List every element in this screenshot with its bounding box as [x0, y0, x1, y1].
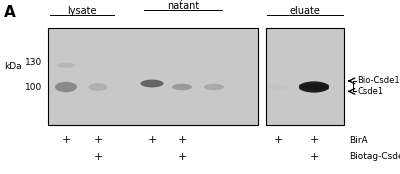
Ellipse shape	[299, 81, 329, 93]
Ellipse shape	[299, 87, 329, 90]
Text: 130: 130	[25, 58, 42, 67]
Text: +: +	[177, 135, 187, 145]
Ellipse shape	[299, 84, 329, 88]
Text: +: +	[177, 152, 187, 162]
Text: +: +	[147, 135, 157, 145]
Text: super
natant: super natant	[167, 0, 199, 11]
Ellipse shape	[172, 84, 192, 90]
Text: A: A	[4, 5, 16, 20]
Ellipse shape	[299, 85, 329, 89]
Text: +: +	[93, 152, 103, 162]
Bar	[266, 28, 344, 125]
Text: Biotag-Csde1: Biotag-Csde1	[349, 152, 400, 161]
Ellipse shape	[299, 84, 329, 87]
Text: kDa: kDa	[4, 62, 22, 71]
Ellipse shape	[57, 63, 75, 68]
Text: +: +	[61, 135, 71, 145]
Text: 100: 100	[25, 82, 42, 92]
Text: lysate: lysate	[67, 6, 97, 16]
Ellipse shape	[55, 82, 77, 92]
Ellipse shape	[299, 87, 329, 91]
Text: Csde1: Csde1	[357, 87, 383, 96]
Text: Bio-Csde1: Bio-Csde1	[357, 76, 400, 85]
Ellipse shape	[140, 80, 164, 87]
Ellipse shape	[299, 83, 329, 87]
Text: +: +	[309, 152, 319, 162]
Ellipse shape	[299, 85, 329, 89]
Text: +: +	[273, 135, 283, 145]
Ellipse shape	[88, 83, 108, 91]
Text: BirA: BirA	[349, 136, 368, 145]
Bar	[48, 28, 258, 125]
Text: +: +	[93, 135, 103, 145]
Ellipse shape	[204, 84, 224, 90]
Ellipse shape	[299, 86, 329, 90]
Text: +: +	[309, 135, 319, 145]
Ellipse shape	[268, 84, 288, 90]
Text: eluate: eluate	[289, 6, 320, 16]
